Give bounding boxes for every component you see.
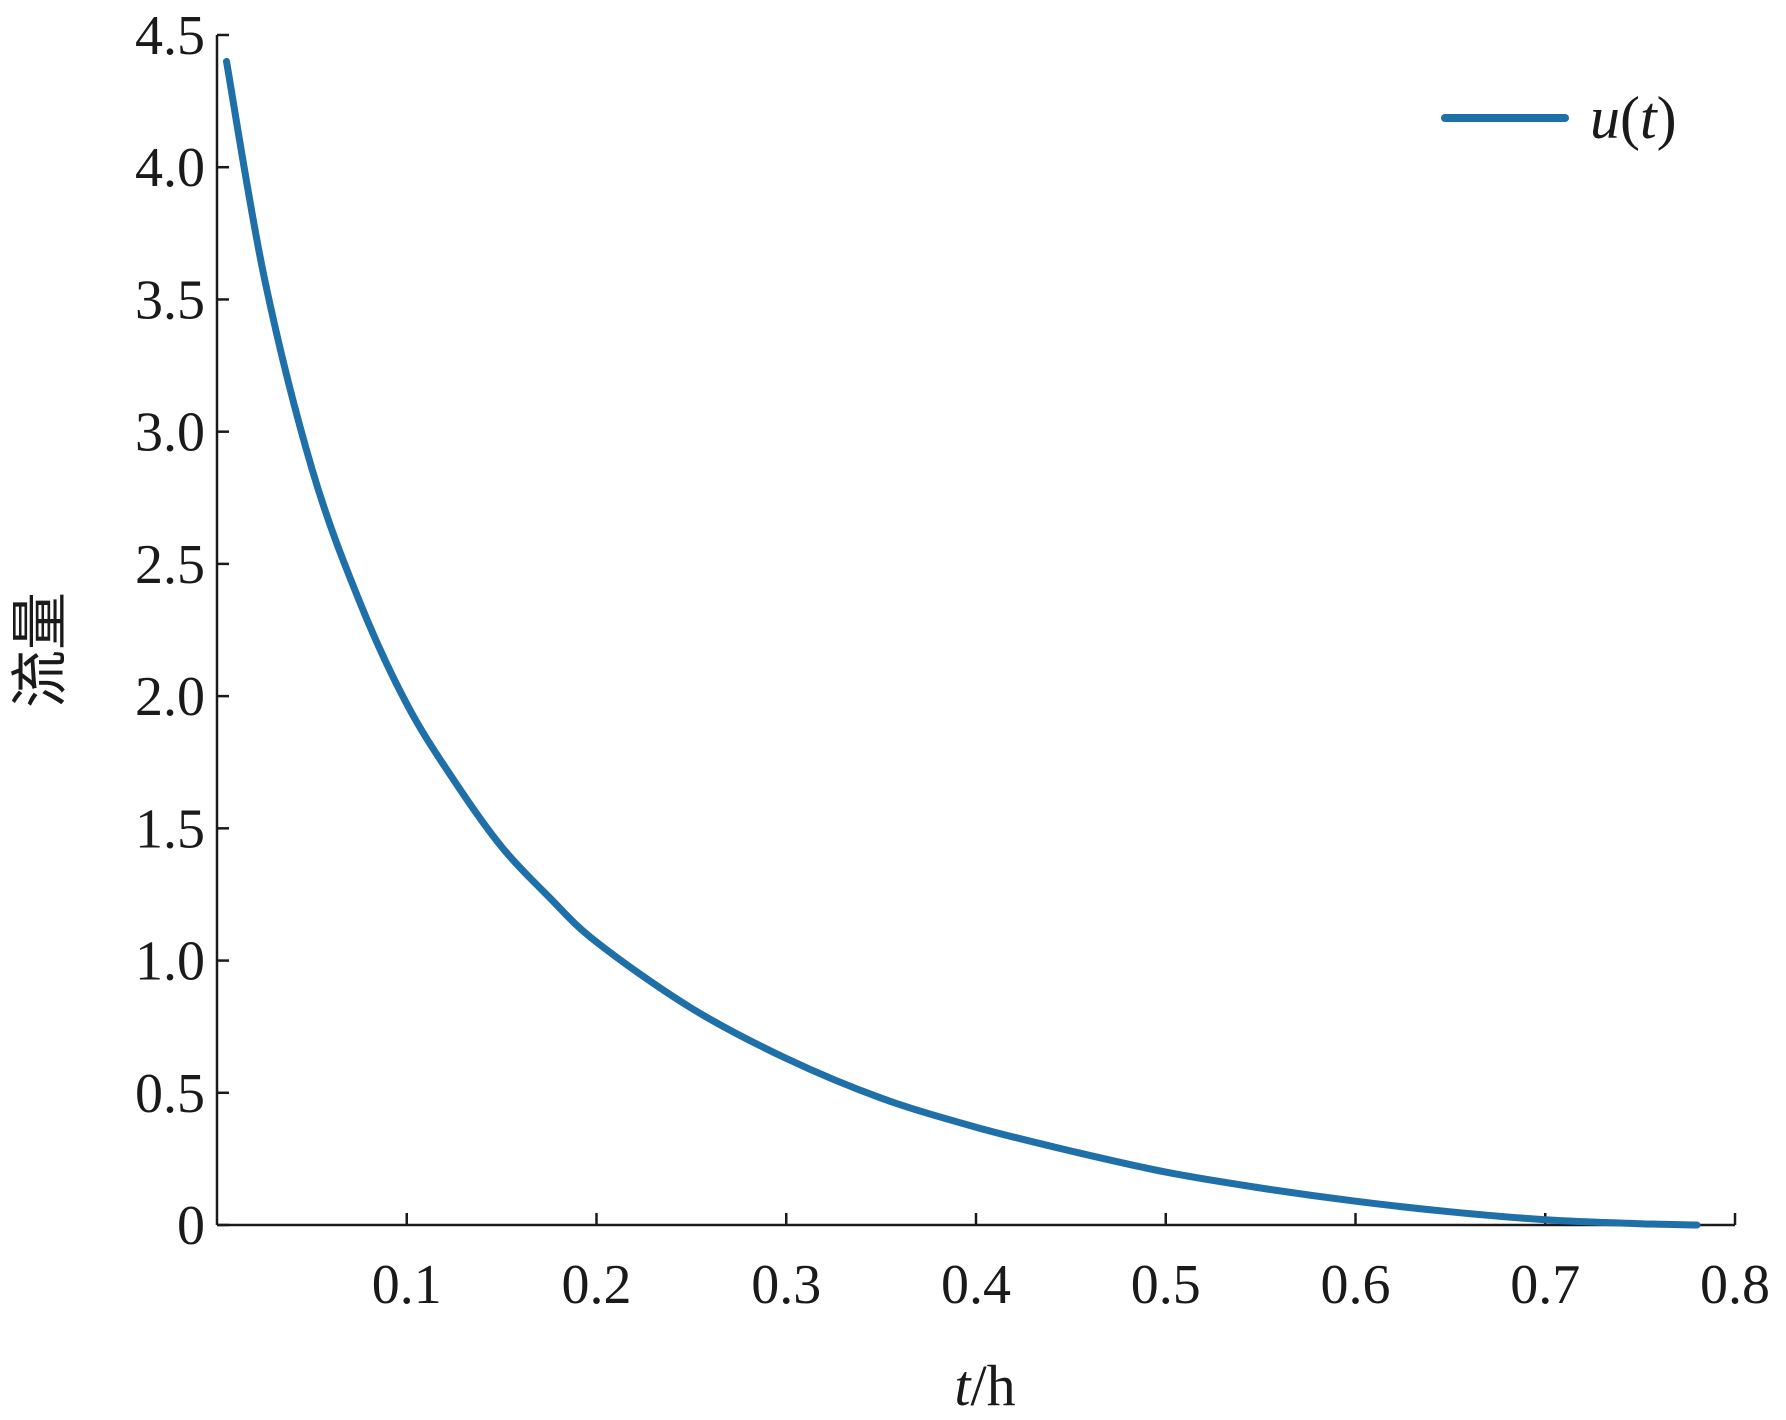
legend-arg: t [1640,85,1658,151]
series-layer [223,57,1701,1229]
ticks: 0.1 0.2 0.3 0.4 0.5 0.6 0.7 0.8 0 0.5 1.0 1.5 2.0 2.5… [135,5,1770,1316]
x-axis-label-var: t [954,1353,972,1418]
y-tick-label: 2.5 [135,534,205,596]
legend: u(t) [1441,85,1677,151]
legend-var: u [1590,85,1620,151]
y-tick-label: 3.0 [135,402,205,464]
y-tick-label: 1.5 [135,798,205,860]
y-tick-label: 0 [177,1195,205,1257]
legend-paren-open: ( [1620,85,1640,151]
y-tick-label: 2.0 [135,666,205,728]
x-tick-label: 0.1 [372,1254,442,1316]
x-axis-label-unit: /h [971,1353,1016,1418]
x-tick-label: 0.5 [1131,1254,1201,1316]
y-axis-label: 流量 [8,592,73,708]
legend-label: u(t) [1590,85,1677,151]
y-tick-label: 1.0 [135,931,205,993]
x-tick-label: 0.8 [1700,1254,1770,1316]
legend-paren-close: ) [1657,85,1677,151]
x-tick-label: 0.6 [1321,1254,1391,1316]
y-tick-label: 0.5 [135,1063,205,1125]
x-axis-label: t/h [954,1353,1015,1418]
axes [215,35,1735,1227]
y-tick-label: 3.5 [135,269,205,331]
y-tick-label: 4.0 [135,137,205,199]
series-line-u [223,57,1701,1229]
y-tick-label: 4.5 [135,5,205,67]
x-tick-label: 0.3 [751,1254,821,1316]
x-tick-label: 0.4 [941,1254,1011,1316]
x-tick-label: 0.7 [1510,1254,1580,1316]
x-tick-label: 0.2 [562,1254,632,1316]
